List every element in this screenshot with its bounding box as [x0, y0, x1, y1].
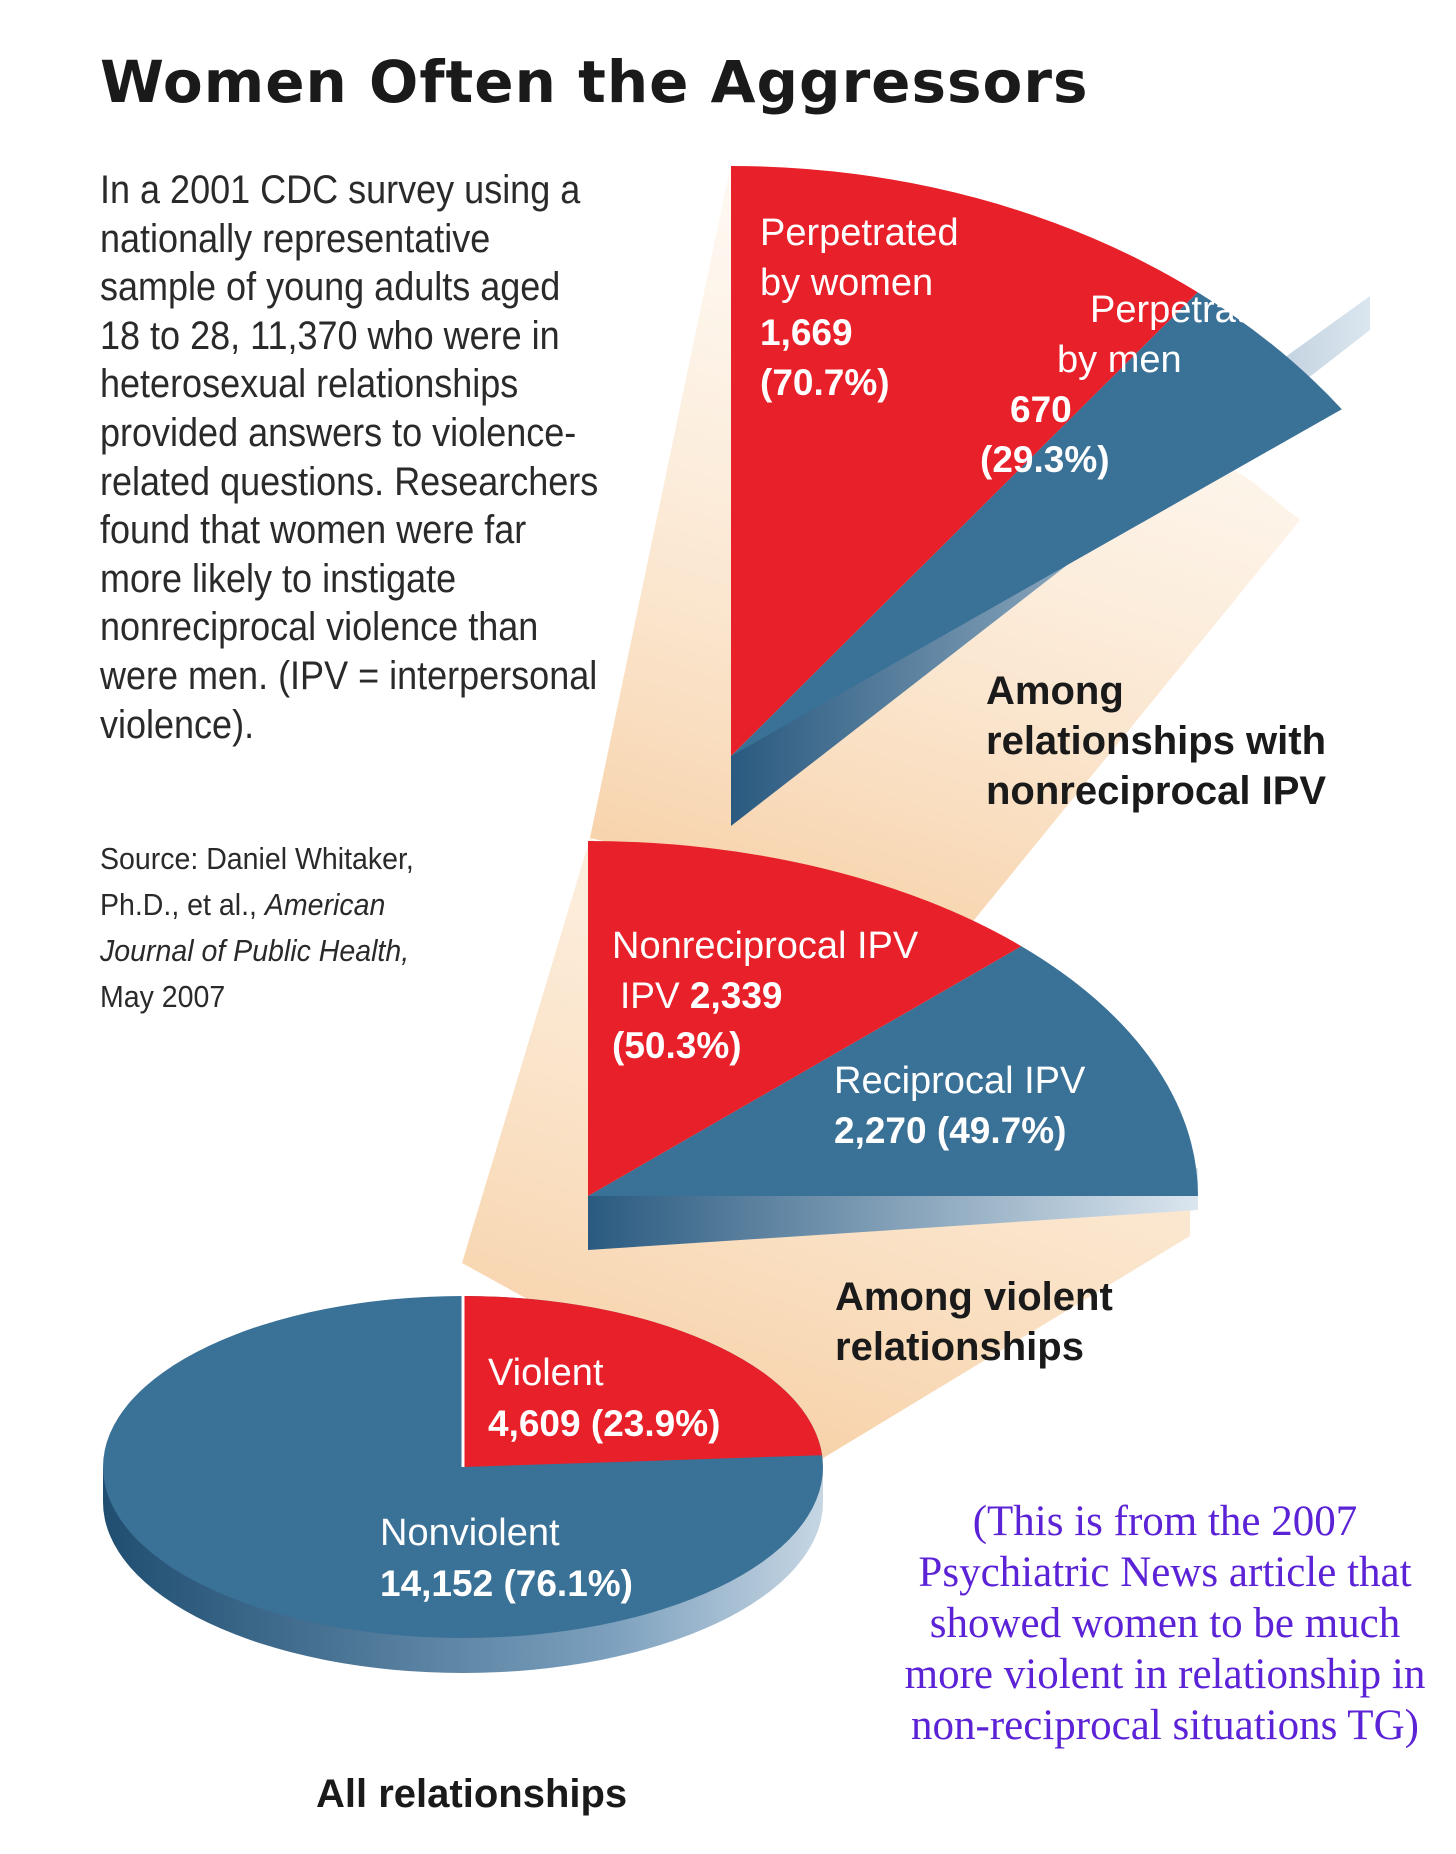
slice-violent-label: Violent [488, 1352, 604, 1394]
slice-violent-value: 4,609 (23.9%) [488, 1403, 720, 1444]
source-citation: Source: Daniel Whitaker, Ph.D., et al., … [100, 836, 486, 1020]
slice-nonviolent-label: Nonviolent [380, 1512, 560, 1554]
pie2-caption-line2: relationships [835, 1325, 1084, 1369]
slice-reciprocal-percent: (49.7%) [937, 1110, 1067, 1151]
source-prefix: Source: Daniel Whitaker, Ph.D., et al., [100, 841, 414, 922]
slice-women-label-line1: Perpetrated [760, 212, 959, 254]
editor-note: (This is from the 2007 Psychiatric News … [904, 1498, 1426, 1749]
slice-violent-count: 4,609 [488, 1403, 581, 1444]
slice-nonreciprocal-value: IPV 2,339 [620, 975, 783, 1016]
pie-nonreciprocal-ipv: Perpetrated by women 1,669 (70.7%) Perpe… [731, 166, 1370, 826]
slice-nonviolent-percent: (76.1%) [503, 1563, 633, 1604]
slice-nonviolent-value: 14,152 (76.1%) [380, 1563, 633, 1604]
slice-nonreciprocal-ipv [588, 841, 1022, 1196]
pie3-caption-line2: relationships with [986, 719, 1326, 763]
slice-reciprocal-label: Reciprocal IPV [834, 1060, 1086, 1102]
slice-violent-percent: (23.9%) [591, 1403, 721, 1444]
source-date: May 2007 [100, 979, 226, 1014]
slice-perpetrated-by-women [731, 166, 1198, 756]
slice-reciprocal-count: 2,270 [834, 1110, 927, 1151]
slice-men-label-line2: by men [1057, 339, 1182, 381]
chart-title: Women Often the Aggressors [100, 48, 1089, 116]
source-journal: American Journal of Public Health, [100, 887, 410, 968]
pie3-caption-line1: Among [986, 669, 1124, 713]
slice-violent [463, 1296, 823, 1467]
slice-men-percent: (29.3%) [980, 439, 1110, 480]
pie3-caption-line3: nonreciprocal IPV [986, 769, 1326, 813]
slice-men-label-line1: Perpetrated [1090, 289, 1289, 331]
intro-text: In a 2001 CDC survey using a nationally … [100, 168, 599, 747]
slice-women-label-line2: by women [760, 262, 933, 304]
slice-women-count: 1,669 [760, 312, 853, 353]
slice-nonviolent-count: 14,152 [380, 1563, 493, 1604]
pie2-caption-line1: Among violent [835, 1275, 1113, 1319]
pie-all-relationships: Violent 4,609 (23.9%) Nonviolent 14,152 … [103, 1296, 823, 1673]
slice-women-percent: (70.7%) [760, 362, 890, 403]
pie1-caption: All relationships [316, 1772, 627, 1816]
slice-reciprocal-value: 2,270 (49.7%) [834, 1110, 1066, 1151]
slice-nonreciprocal-label: Nonreciprocal IPV [612, 925, 919, 967]
slice-perpetrated-by-men [731, 292, 1342, 756]
slice-nonreciprocal-count: 2,339 [690, 975, 783, 1016]
pie-violent-relationships: Nonreciprocal IPV IPV 2,339 (50.3%) Reci… [588, 841, 1198, 1250]
slice-reciprocal-ipv [588, 946, 1198, 1196]
slice-men-count: 670 [1010, 389, 1072, 430]
slice-nonreciprocal-percent: (50.3%) [612, 1025, 742, 1066]
